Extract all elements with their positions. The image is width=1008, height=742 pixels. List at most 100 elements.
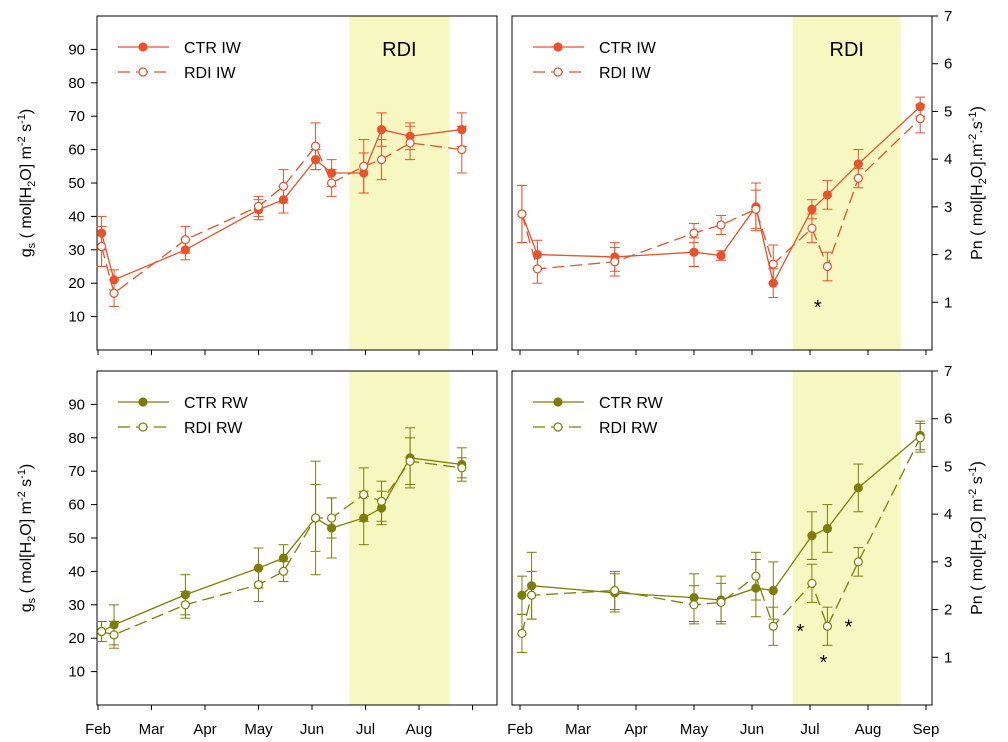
data-point (96, 626, 107, 637)
data-point (109, 630, 119, 640)
y-axis-title-pn: Pn ( mol[H2O].m-2.s-1) (967, 106, 989, 260)
y-tick-label: 40 (68, 563, 85, 580)
data-point (915, 113, 925, 124)
legend-marker (138, 422, 148, 432)
data-point (96, 241, 107, 252)
data-point (853, 483, 863, 493)
x-tick-label: Jul (356, 721, 375, 738)
x-tick-label: Feb (507, 721, 533, 738)
data-point (807, 578, 817, 588)
data-point (768, 621, 778, 631)
rdi-band (349, 16, 450, 350)
data-point (310, 141, 321, 151)
data-point (689, 228, 699, 238)
y-tick-label: 30 (68, 597, 85, 614)
data-point (517, 209, 527, 219)
data-point (853, 557, 863, 567)
rdi-label: RDI (382, 39, 416, 61)
data-point (768, 585, 778, 596)
y-tick-label: 70 (68, 463, 85, 480)
axes-frame (511, 370, 933, 706)
x-tick-label: Apr (624, 721, 647, 738)
legend-marker (138, 67, 148, 77)
data-point (278, 553, 289, 563)
y-tick-label: 6 (944, 56, 952, 73)
rdi-label: RDI (830, 39, 864, 61)
legend-label: CTR RW (599, 395, 664, 412)
y-tick-label: 50 (68, 530, 85, 547)
data-point (807, 223, 817, 233)
data-point (532, 264, 543, 274)
panel-bottom-right: 1 2 3 4 5 6 7 Feb Mar Apr May Jun Jul Aug Sep * * * CTR RW… (507, 363, 952, 738)
data-point (526, 590, 537, 600)
x-tick-label: Sep (913, 721, 940, 738)
data-point (180, 600, 190, 610)
y-tick-label: 50 (68, 175, 85, 192)
y-tick-label: 1 (944, 649, 952, 666)
x-tick-label: Jun (740, 721, 764, 738)
data-point (253, 201, 264, 211)
x-tick-label: Jul (800, 721, 819, 738)
y-tick-label: 90 (68, 396, 85, 413)
data-point (610, 257, 620, 267)
y-tick-label: 5 (944, 458, 952, 475)
data-point (716, 250, 726, 261)
legend-label: CTR IW (184, 40, 242, 57)
x-tick-label: Mar (139, 721, 165, 738)
y-tick-label: 1 (944, 294, 952, 311)
legend-label: RDI IW (599, 65, 651, 82)
significance-star: * (820, 652, 828, 674)
y-tick-label: 40 (68, 208, 85, 225)
y-axis-title-gs: gs ( mol[H2O] m-2 s-1) (16, 109, 38, 258)
y-tick-label: 2 (944, 247, 952, 264)
legend-marker (553, 42, 563, 52)
data-point (822, 523, 833, 534)
legend-marker (553, 422, 563, 432)
data-point (822, 261, 833, 272)
y-tick-label: 20 (68, 630, 85, 647)
y-tick-label: 90 (68, 41, 85, 58)
y-tick-label: 4 (944, 506, 952, 523)
y-tick-label: 10 (68, 664, 85, 681)
x-tick-label: Jun (300, 721, 324, 738)
y-tick-label: 20 (68, 275, 85, 292)
data-point (278, 566, 289, 577)
panel-bottom-left: 10 20 30 40 50 60 70 80 90 Feb Mar Apr May Jun Jul Aug C… (68, 370, 498, 738)
data-point (457, 463, 467, 473)
data-point (751, 571, 761, 581)
data-point (405, 138, 415, 148)
data-point (517, 628, 527, 639)
data-point (405, 456, 415, 466)
data-point (359, 161, 369, 171)
data-point (253, 580, 264, 590)
y-tick-label: 6 (944, 411, 952, 428)
y-tick-label: 60 (68, 142, 85, 159)
data-point (751, 204, 761, 214)
legend-label: RDI RW (184, 420, 243, 437)
data-point (716, 597, 726, 608)
data-point (376, 124, 387, 135)
data-point (689, 600, 699, 610)
legend-marker (138, 397, 148, 407)
data-point (457, 145, 467, 155)
legend-label: CTR RW (184, 395, 249, 412)
data-point (517, 590, 527, 600)
legend-label: RDI IW (184, 65, 236, 82)
significance-star: * (814, 297, 822, 319)
rdi-band (792, 16, 901, 350)
data-point (610, 585, 620, 596)
data-point (278, 181, 289, 191)
x-tick-label: Aug (855, 721, 882, 738)
data-point (310, 513, 321, 523)
y-tick-label: 80 (68, 75, 85, 92)
data-point (376, 155, 387, 165)
axes-frame (511, 15, 933, 351)
rdi-band (349, 371, 450, 705)
y-tick-label: 10 (68, 309, 85, 326)
x-tick-label: Aug (406, 721, 433, 738)
data-point (109, 288, 119, 298)
data-point (853, 173, 863, 183)
y-tick-label: 60 (68, 497, 85, 514)
y-tick-label: 3 (944, 554, 952, 571)
